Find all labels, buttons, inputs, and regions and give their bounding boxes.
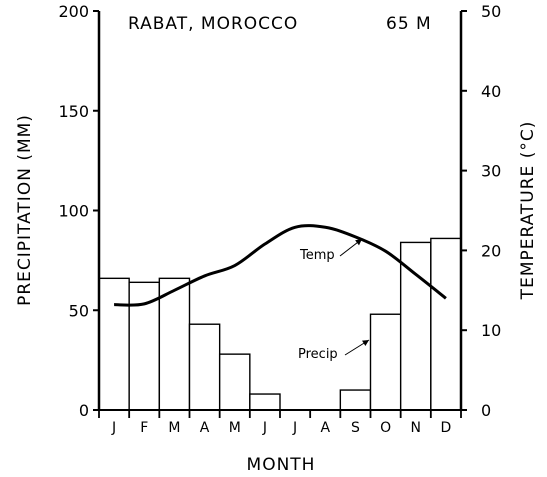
x-tick-label-N: N [411,420,421,436]
x-tick-label-S: S [351,420,360,436]
x-tick-label-A: A [320,420,330,436]
temp-line-group [114,224,447,307]
x-tick-label-J: J [262,420,267,436]
temp-line [114,224,447,307]
precip-bar-S [339,389,372,411]
elevation-label: 65 M [386,14,432,34]
precip-bar-M [218,353,251,411]
precip-arrow-head [362,340,369,347]
x-tick-label-O: O [380,420,391,436]
precip-bar-D [430,237,462,411]
precip-bar-O [369,313,402,411]
chart-title: RABAT, MOROCCO [128,14,298,34]
temp-annotation: Temp [299,248,335,263]
x-tick-label-M: M [168,420,180,436]
y-right-tick-label: 30 [481,162,501,181]
y-right-tick-label: 40 [481,82,501,101]
y-left-tick-label: 150 [58,102,89,121]
x-tick-label-M: M [229,420,241,436]
y-left-tick-label: 200 [58,2,89,21]
x-tick-label-J: J [111,420,116,436]
precip-bar-A [188,323,221,411]
axes [93,10,467,418]
y-axis-label-right: TEMPERATURE (°C) [518,121,538,301]
annotation-arrows [339,238,370,356]
x-tick-label-F: F [140,420,148,436]
y-right-tick-label: 20 [481,241,501,260]
precip-bar-N [399,241,432,411]
x-tick-label-A: A [200,420,210,436]
chart-texts: RABAT, MOROCCO 65 M MONTH PRECIPITATION … [15,14,538,475]
precip-bars [98,237,462,411]
tick-labels: 0 50 100 150 200 0 10 20 30 40 50 J F M A M J J A S O N D [58,2,501,436]
temp-arrow-head [355,239,362,246]
y-right-tick-label: 0 [481,401,491,420]
x-axis-label: MONTH [247,455,316,475]
x-tick-label-D: D [441,420,452,436]
y-left-tick-label: 50 [69,301,89,320]
y-left-tick-label: 0 [79,401,89,420]
y-left-tick-label: 100 [58,202,89,221]
x-tick-label-J: J [292,420,297,436]
precip-bar-J [98,277,130,411]
y-right-tick-label: 50 [481,2,501,21]
precip-annotation: Precip [298,347,338,362]
precip-bar-M [158,277,191,411]
y-axis-label-left: PRECIPITATION (MM) [15,114,35,306]
y-right-tick-label: 10 [481,321,501,340]
precip-bar-J [249,393,281,411]
